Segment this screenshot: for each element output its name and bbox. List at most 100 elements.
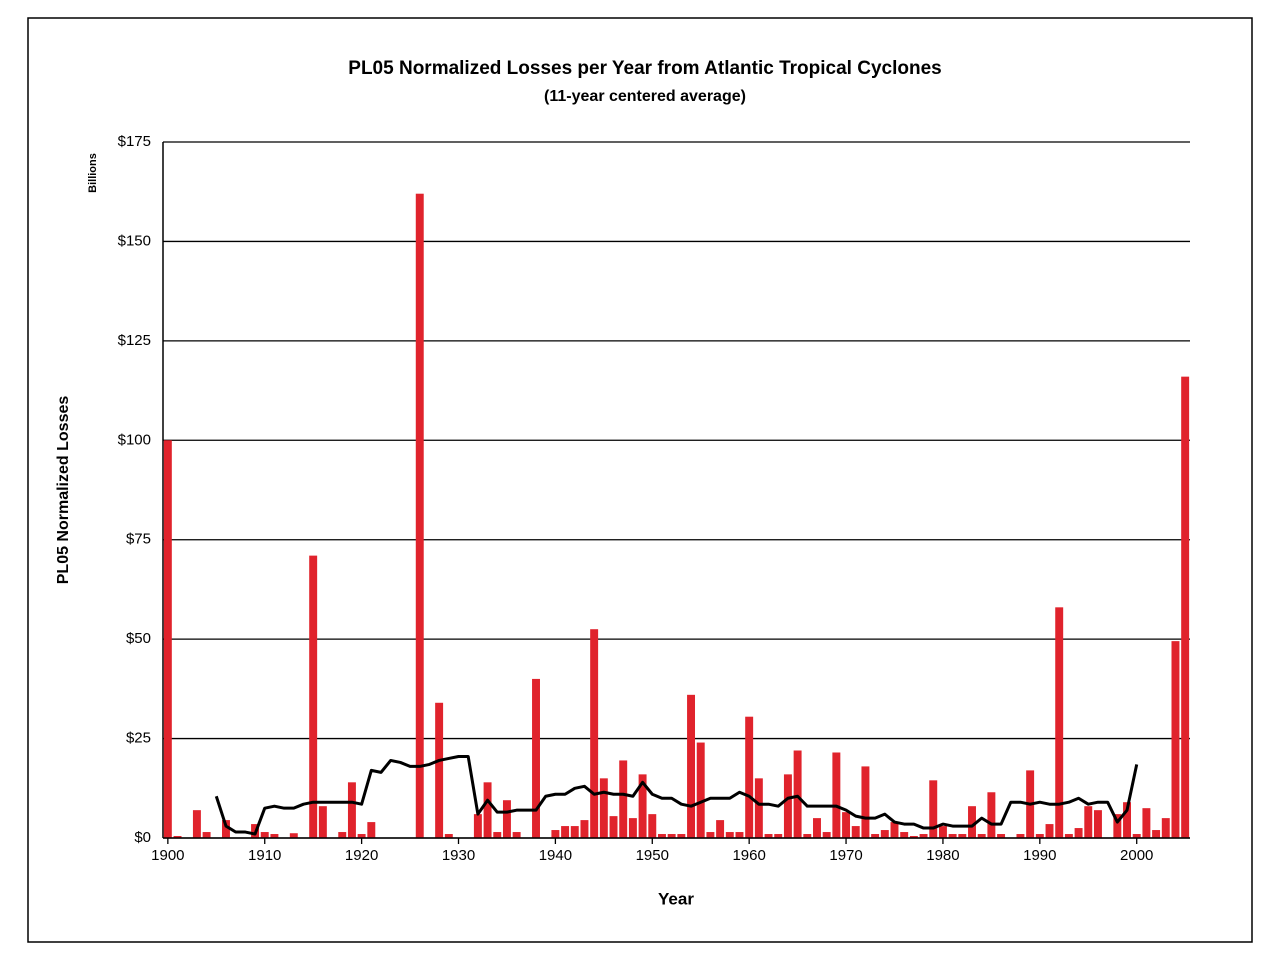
bar bbox=[657, 834, 666, 838]
bar bbox=[890, 822, 899, 838]
bar bbox=[851, 826, 860, 838]
bar bbox=[483, 782, 492, 838]
bar bbox=[687, 694, 696, 838]
bar bbox=[1123, 802, 1131, 838]
bar bbox=[725, 832, 734, 838]
y-tick-label: $100 bbox=[118, 431, 151, 448]
bar bbox=[1181, 376, 1190, 838]
bar bbox=[948, 834, 957, 838]
bar bbox=[929, 780, 938, 838]
bar bbox=[696, 742, 705, 838]
bar bbox=[735, 832, 744, 838]
bar bbox=[871, 834, 880, 838]
bar bbox=[580, 820, 589, 838]
bar bbox=[619, 760, 628, 838]
bar bbox=[1152, 830, 1161, 838]
bar bbox=[415, 193, 424, 838]
bar bbox=[764, 834, 773, 838]
bar bbox=[822, 832, 831, 838]
bar bbox=[1142, 808, 1151, 838]
x-tick-label: 1940 bbox=[539, 847, 572, 864]
bar bbox=[222, 820, 230, 838]
bar bbox=[842, 812, 851, 838]
bar bbox=[745, 716, 754, 838]
bar bbox=[638, 774, 647, 838]
bar bbox=[880, 830, 889, 838]
bar bbox=[561, 826, 570, 838]
bar bbox=[309, 555, 318, 838]
bar bbox=[793, 750, 802, 838]
bar bbox=[1035, 834, 1044, 838]
bar bbox=[502, 800, 511, 838]
bar bbox=[938, 826, 947, 838]
x-tick-label: 1900 bbox=[151, 847, 184, 864]
bar bbox=[590, 629, 599, 838]
x-tick-label: 1970 bbox=[829, 847, 862, 864]
bar bbox=[783, 774, 792, 838]
bar bbox=[987, 792, 996, 838]
x-tick-label: 1930 bbox=[442, 847, 475, 864]
bar bbox=[909, 836, 918, 838]
bar bbox=[716, 820, 725, 838]
bar bbox=[1016, 834, 1025, 838]
bar bbox=[667, 834, 676, 838]
bar bbox=[754, 778, 763, 838]
y-tick-label: $25 bbox=[126, 730, 151, 747]
bar bbox=[706, 832, 715, 838]
bar bbox=[532, 678, 540, 838]
bar bbox=[357, 834, 366, 838]
bar bbox=[1132, 834, 1141, 838]
bar bbox=[163, 440, 172, 838]
y-unit: Billions bbox=[87, 153, 99, 193]
bar bbox=[1161, 818, 1170, 838]
bar bbox=[628, 818, 637, 838]
bar bbox=[444, 834, 453, 838]
y-tick-label: $50 bbox=[126, 630, 151, 647]
bar bbox=[570, 826, 579, 838]
bar bbox=[919, 834, 928, 838]
y-tick-label: $150 bbox=[118, 232, 151, 249]
bar bbox=[1055, 607, 1064, 838]
bar bbox=[173, 836, 182, 838]
x-tick-label: 1910 bbox=[248, 847, 281, 864]
x-tick-label: 1960 bbox=[732, 847, 765, 864]
x-tick-label: 1990 bbox=[1023, 847, 1056, 864]
bar bbox=[270, 834, 279, 838]
bar bbox=[202, 832, 211, 838]
chart-subtitle: (11-year centered average) bbox=[544, 88, 746, 105]
bar bbox=[347, 782, 356, 838]
bar bbox=[832, 752, 841, 838]
y-tick-label: $0 bbox=[134, 829, 151, 846]
x-axis-label: Year bbox=[658, 889, 694, 908]
bar bbox=[648, 814, 657, 838]
x-tick-label: 1950 bbox=[636, 847, 669, 864]
average-line bbox=[214, 754, 1139, 836]
x-tick-label: 1920 bbox=[345, 847, 378, 864]
bar bbox=[774, 834, 783, 838]
bar bbox=[512, 832, 521, 838]
bar bbox=[289, 833, 298, 838]
bar bbox=[1113, 814, 1122, 838]
bar bbox=[609, 816, 618, 838]
bar bbox=[493, 832, 502, 838]
bar bbox=[900, 832, 909, 838]
x-tick-label: 1980 bbox=[926, 847, 959, 864]
bar bbox=[861, 766, 870, 838]
bar bbox=[1045, 824, 1054, 838]
bar bbox=[977, 834, 986, 838]
bar bbox=[367, 822, 376, 838]
bar bbox=[813, 818, 821, 838]
bar bbox=[1171, 641, 1180, 838]
bar bbox=[1074, 828, 1083, 838]
bar bbox=[435, 702, 444, 838]
bar bbox=[473, 814, 482, 838]
bar bbox=[997, 834, 1006, 838]
bar bbox=[192, 810, 201, 838]
chart-title: PL05 Normalized Losses per Year from Atl… bbox=[348, 58, 941, 79]
bar bbox=[338, 832, 347, 838]
bar bbox=[677, 834, 686, 838]
y-tick-label: $75 bbox=[126, 531, 151, 548]
bar bbox=[551, 830, 560, 838]
y-tick-label: $175 bbox=[118, 133, 151, 150]
